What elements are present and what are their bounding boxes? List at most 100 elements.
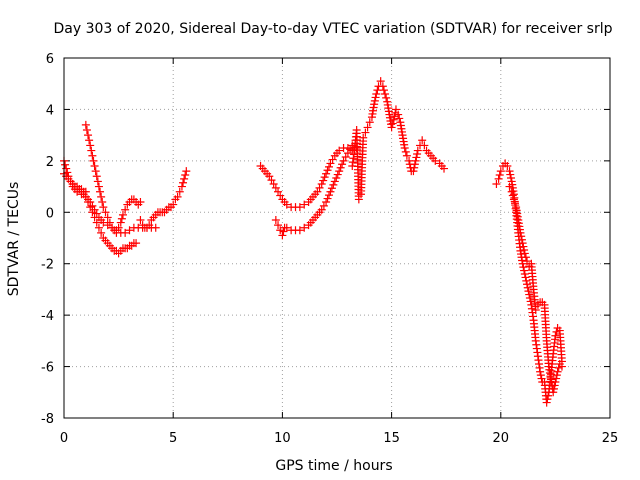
data-point — [145, 221, 154, 230]
data-point — [551, 331, 560, 340]
data-point — [295, 226, 304, 235]
data-point — [519, 242, 528, 251]
data-point — [88, 201, 97, 210]
data-point — [90, 162, 99, 170]
data-point — [98, 198, 107, 206]
data-points — [60, 77, 566, 407]
data-point — [494, 174, 503, 183]
x-tick-label: 15 — [383, 431, 400, 446]
series-seg-c-branch — [505, 182, 566, 397]
data-point — [523, 257, 532, 266]
x-tick-label: 25 — [602, 431, 619, 446]
data-point — [550, 381, 559, 390]
data-point — [401, 147, 410, 156]
data-point — [509, 195, 518, 204]
data-point — [91, 167, 100, 176]
data-point — [77, 190, 86, 199]
x-axis-label: GPS time / hours — [275, 458, 392, 474]
data-point — [359, 133, 368, 142]
data-point — [114, 223, 123, 232]
data-point — [431, 156, 440, 165]
data-point — [117, 214, 126, 223]
data-point — [271, 216, 280, 224]
data-point — [418, 136, 427, 145]
x-tick-label: 5 — [169, 431, 177, 446]
data-point — [121, 228, 130, 237]
data-point — [388, 119, 397, 128]
data-point — [378, 82, 387, 91]
data-point — [151, 223, 160, 232]
data-point — [553, 367, 562, 376]
data-point — [85, 136, 94, 145]
data-point — [531, 306, 540, 314]
data-point — [521, 273, 530, 282]
data-point — [338, 160, 347, 169]
data-point — [103, 213, 112, 222]
data-point — [507, 187, 516, 196]
data-point — [370, 100, 379, 109]
data-point — [112, 228, 121, 237]
data-point — [394, 110, 403, 119]
data-point — [505, 167, 514, 176]
series-seg-c — [492, 159, 566, 407]
data-point — [319, 176, 328, 185]
data-point — [328, 155, 337, 164]
data-point — [506, 174, 515, 182]
data-point — [267, 176, 276, 185]
data-point — [525, 290, 534, 299]
series-seg-a-rise — [136, 167, 191, 232]
data-point — [413, 146, 422, 155]
data-point — [496, 167, 505, 176]
data-point — [179, 178, 188, 187]
data-point — [94, 182, 103, 191]
data-point — [81, 120, 90, 129]
data-point — [336, 163, 345, 172]
data-point — [82, 126, 91, 134]
data-point — [99, 203, 108, 212]
data-point — [278, 231, 287, 240]
data-point — [101, 208, 110, 217]
data-point — [542, 398, 551, 407]
data-point — [400, 144, 409, 152]
data-point — [105, 218, 114, 227]
data-point — [323, 166, 332, 175]
data-point — [323, 194, 332, 203]
data-point — [413, 150, 422, 158]
data-point — [510, 199, 519, 208]
data-point — [354, 195, 363, 204]
data-point — [524, 287, 533, 296]
data-point — [552, 371, 561, 380]
data-point — [271, 183, 280, 192]
data-point — [300, 200, 309, 209]
data-point — [136, 216, 145, 224]
series-seg-b-low — [271, 141, 361, 240]
data-point — [315, 183, 324, 192]
plot-frame — [63, 57, 611, 419]
data-point — [365, 118, 374, 127]
data-point — [519, 263, 528, 272]
data-point — [93, 177, 102, 186]
y-tick-label: -2 — [41, 258, 54, 273]
data-point — [330, 177, 339, 186]
data-point — [536, 367, 545, 376]
data-point — [276, 191, 285, 200]
data-point — [333, 170, 342, 179]
y-tick-label: -6 — [41, 361, 54, 376]
data-point — [136, 198, 145, 206]
data-point — [395, 114, 404, 123]
data-point — [282, 223, 291, 232]
data-point — [381, 90, 390, 98]
data-point — [526, 297, 535, 306]
data-point — [346, 145, 355, 154]
series-seg-b-peak — [348, 77, 449, 204]
data-point — [506, 170, 515, 179]
data-point — [326, 159, 335, 168]
series-seg-a-drop — [81, 120, 145, 237]
data-point — [371, 93, 380, 102]
data-point — [132, 239, 141, 248]
data-point — [97, 228, 106, 237]
data-point — [521, 253, 530, 262]
data-point — [169, 200, 178, 209]
data-point — [544, 391, 553, 400]
